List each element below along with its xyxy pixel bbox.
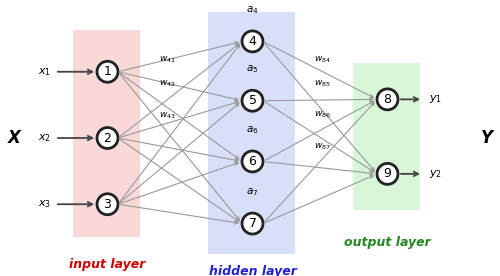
Text: $w_{85}$: $w_{85}$ xyxy=(314,79,331,89)
Text: output layer: output layer xyxy=(344,236,431,250)
Text: $a_7$: $a_7$ xyxy=(246,186,258,198)
Ellipse shape xyxy=(242,213,263,234)
Ellipse shape xyxy=(242,90,263,111)
Text: input layer: input layer xyxy=(70,258,146,272)
Text: $\bfit{X}$: $\bfit{X}$ xyxy=(7,129,23,147)
Text: 8: 8 xyxy=(384,93,392,106)
FancyBboxPatch shape xyxy=(352,63,420,210)
Text: $\bfit{Y}$: $\bfit{Y}$ xyxy=(480,129,495,147)
Ellipse shape xyxy=(377,163,398,184)
Text: hidden layer: hidden layer xyxy=(208,265,296,276)
Ellipse shape xyxy=(242,31,263,52)
Text: $y_1$: $y_1$ xyxy=(429,93,442,105)
Text: $w_{87}$: $w_{87}$ xyxy=(314,141,331,152)
Text: $w_{84}$: $w_{84}$ xyxy=(314,54,331,65)
Ellipse shape xyxy=(97,194,118,215)
Text: 5: 5 xyxy=(248,94,256,107)
Ellipse shape xyxy=(242,151,263,172)
Text: $a_5$: $a_5$ xyxy=(246,63,258,75)
Text: 4: 4 xyxy=(248,35,256,48)
Text: $y_2$: $y_2$ xyxy=(429,168,442,180)
Text: $a_4$: $a_4$ xyxy=(246,4,259,16)
Text: 9: 9 xyxy=(384,167,392,181)
FancyBboxPatch shape xyxy=(208,12,295,254)
Text: 1: 1 xyxy=(104,65,112,78)
Text: 6: 6 xyxy=(248,155,256,168)
Text: $w_{42}$: $w_{42}$ xyxy=(159,79,176,89)
Text: 3: 3 xyxy=(104,198,112,211)
Text: 7: 7 xyxy=(248,217,256,230)
Text: $x_1$: $x_1$ xyxy=(38,66,52,78)
Text: $a_6$: $a_6$ xyxy=(246,124,258,136)
Ellipse shape xyxy=(97,128,118,148)
Text: $w_{43}$: $w_{43}$ xyxy=(159,111,176,121)
Ellipse shape xyxy=(97,61,118,82)
Text: $x_3$: $x_3$ xyxy=(38,198,52,210)
Text: $w_{41}$: $w_{41}$ xyxy=(159,54,176,65)
Text: $w_{86}$: $w_{86}$ xyxy=(314,109,331,120)
Text: 2: 2 xyxy=(104,131,112,145)
Ellipse shape xyxy=(377,89,398,110)
FancyBboxPatch shape xyxy=(72,30,140,237)
Text: $x_2$: $x_2$ xyxy=(38,132,52,144)
